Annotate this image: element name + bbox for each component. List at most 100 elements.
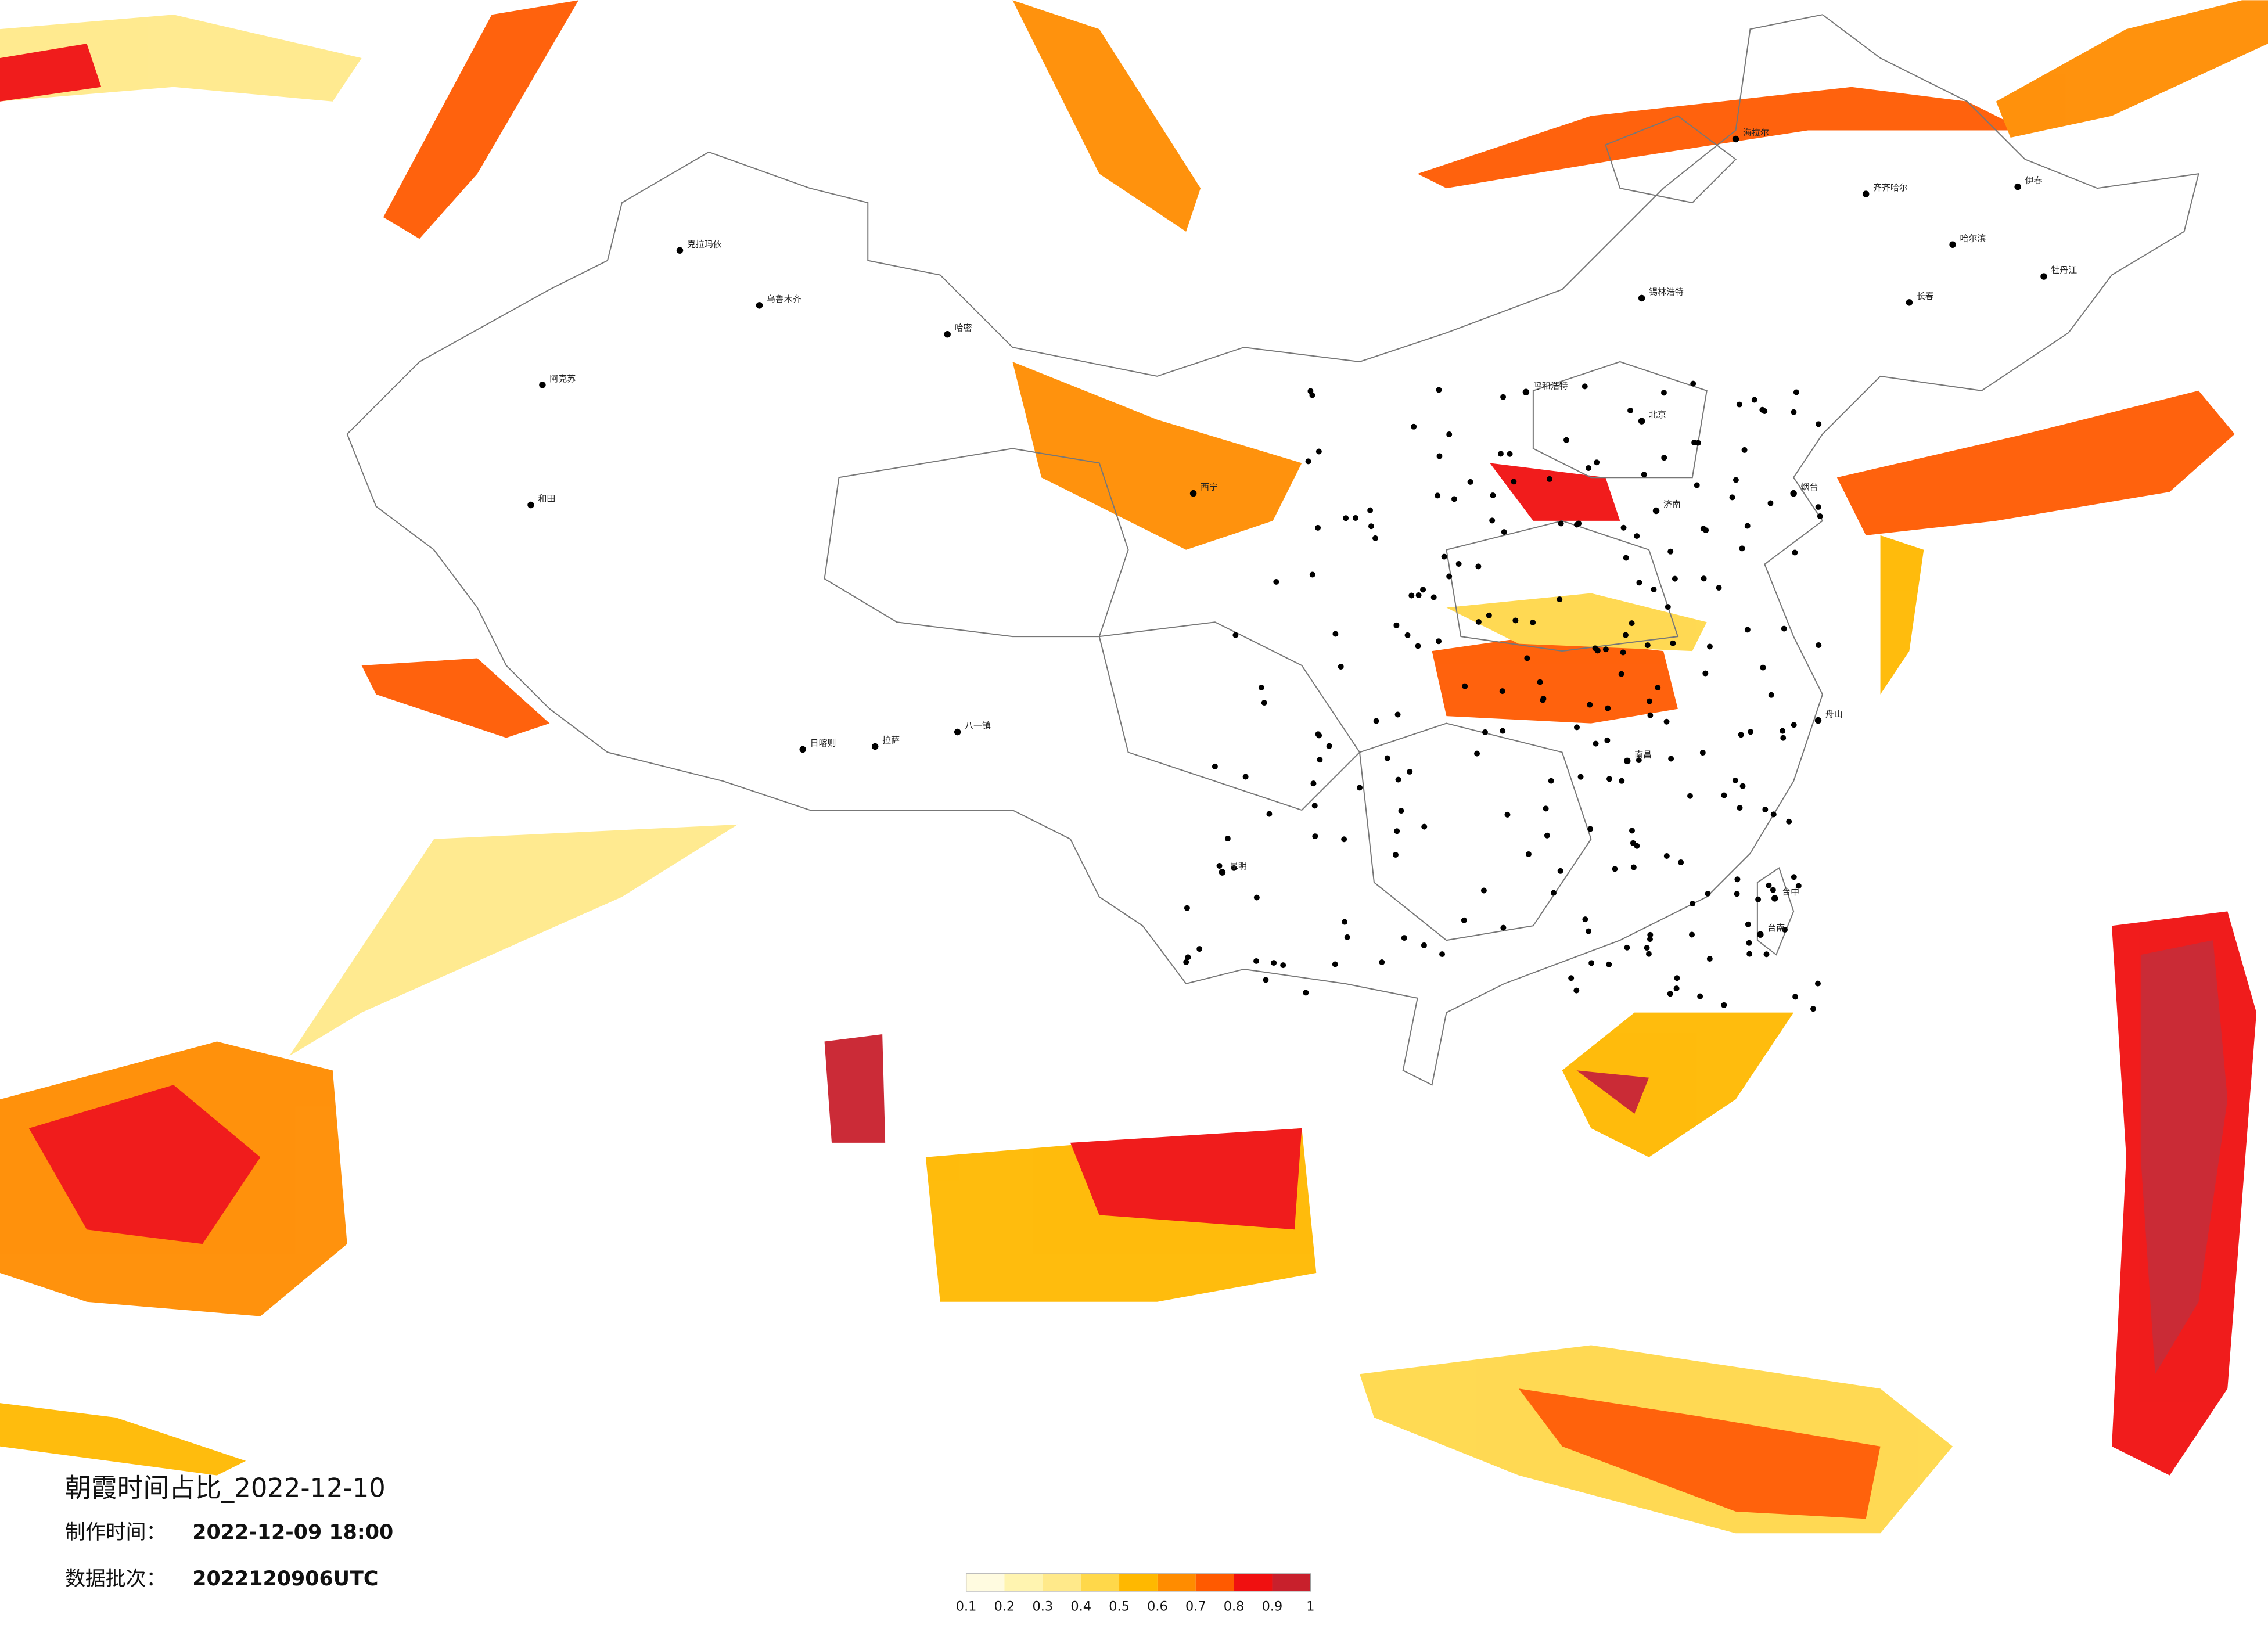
city-dot <box>1790 490 1797 497</box>
station-dot <box>1467 479 1473 485</box>
colorbar-tick-label: 1 <box>1306 1599 1314 1614</box>
city-dot <box>1189 490 1197 497</box>
city-dot <box>871 743 879 750</box>
station-dot <box>1689 931 1695 938</box>
station-dot <box>1736 401 1742 408</box>
city-dot <box>1624 757 1631 765</box>
heat-area <box>1417 87 2025 189</box>
city-label: 哈尔滨 <box>1960 233 1986 243</box>
station-dot <box>1232 632 1239 638</box>
station-dot <box>1780 735 1787 741</box>
station-dot <box>1651 587 1657 592</box>
colorbar-segment <box>966 1573 1005 1591</box>
station-dot <box>1461 917 1467 923</box>
station-dot <box>1729 494 1735 501</box>
station-dot <box>1660 390 1667 396</box>
station-dot <box>1816 421 1822 427</box>
city-label: 哈密 <box>955 323 972 333</box>
city-label: 阿克苏 <box>549 373 576 384</box>
station-dot <box>1462 683 1468 689</box>
station-dot <box>1744 523 1751 529</box>
station-dot <box>1421 823 1428 830</box>
station-dot <box>1352 515 1358 521</box>
station-dot <box>1183 959 1189 965</box>
heat-field <box>0 0 2268 1534</box>
city-dot <box>799 746 806 753</box>
station-dot <box>1415 643 1421 649</box>
heat-area <box>1432 636 1678 724</box>
station-dot <box>1695 440 1701 446</box>
province-border <box>1605 115 1737 204</box>
station-dot <box>1500 728 1506 734</box>
station-dot <box>1687 793 1693 799</box>
city-dot <box>1652 507 1660 515</box>
station-dot <box>1394 828 1400 834</box>
info-value: 2022-12-09 18:00 <box>192 1521 393 1544</box>
station-dot <box>1482 729 1488 735</box>
station-dot <box>1647 936 1653 942</box>
heat-area <box>1070 1128 1302 1230</box>
city-label: 呼和浩特 <box>1533 380 1568 391</box>
station-dot <box>1744 627 1751 633</box>
heat-area <box>1446 593 1707 652</box>
station-dot <box>1760 664 1766 671</box>
station-dot <box>1224 836 1231 842</box>
station-dot <box>1699 750 1706 756</box>
station-dot <box>1588 960 1595 966</box>
city-dot <box>1771 895 1778 902</box>
station-dot <box>1755 896 1762 902</box>
station-dot <box>1474 750 1480 757</box>
city-label: 海拉尔 <box>1743 127 1769 138</box>
station-dot <box>1737 805 1743 811</box>
station-dot <box>1663 718 1670 725</box>
station-dot <box>1605 705 1611 711</box>
station-dot <box>1342 919 1348 925</box>
station-dot <box>1751 397 1757 403</box>
station-dot <box>1411 423 1417 430</box>
station-dot <box>1767 500 1774 506</box>
station-dot <box>1594 459 1600 466</box>
station-dot <box>1619 778 1625 784</box>
island-border <box>1756 867 1795 956</box>
info-value: 2022120906UTC <box>192 1567 378 1591</box>
station-dot <box>1305 458 1311 465</box>
station-dot <box>1793 389 1799 395</box>
station-dot <box>1435 492 1441 499</box>
colorbar-segment <box>1157 1573 1196 1591</box>
station-dot <box>1242 774 1249 780</box>
station-dot <box>1551 890 1557 896</box>
station-dot <box>1372 535 1379 541</box>
station-dot <box>1759 406 1766 413</box>
station-dot <box>1261 700 1267 706</box>
province-border <box>1098 621 1361 811</box>
station-dot <box>1475 563 1482 570</box>
colorbar-segment <box>1272 1573 1311 1591</box>
city-label: 南昌 <box>1634 749 1652 760</box>
station-dot <box>1816 642 1822 648</box>
station-dot <box>1697 993 1703 999</box>
city-dot <box>2040 273 2047 280</box>
station-dot <box>1645 951 1652 957</box>
station-dot <box>1393 852 1399 858</box>
station-dot <box>1815 980 1821 987</box>
station-dot <box>1558 520 1564 527</box>
station-dot <box>1544 832 1550 839</box>
station-dot <box>1780 728 1786 734</box>
heat-area <box>289 824 738 1056</box>
station-dot <box>1606 961 1612 967</box>
heat-area <box>1012 0 1201 232</box>
station-dot <box>1315 731 1321 738</box>
station-dot <box>1587 826 1594 832</box>
station-dot <box>1341 836 1347 843</box>
station-dot <box>1504 811 1511 818</box>
colorbar-segment <box>1043 1573 1081 1591</box>
city-dot <box>539 382 546 388</box>
station-dot <box>1344 934 1350 940</box>
city-dot <box>2014 183 2021 190</box>
station-dot <box>1357 785 1363 791</box>
heat-area <box>824 1034 886 1143</box>
station-dot <box>1721 1002 1727 1008</box>
station-dot <box>1420 587 1426 593</box>
station-dot <box>1629 620 1635 627</box>
